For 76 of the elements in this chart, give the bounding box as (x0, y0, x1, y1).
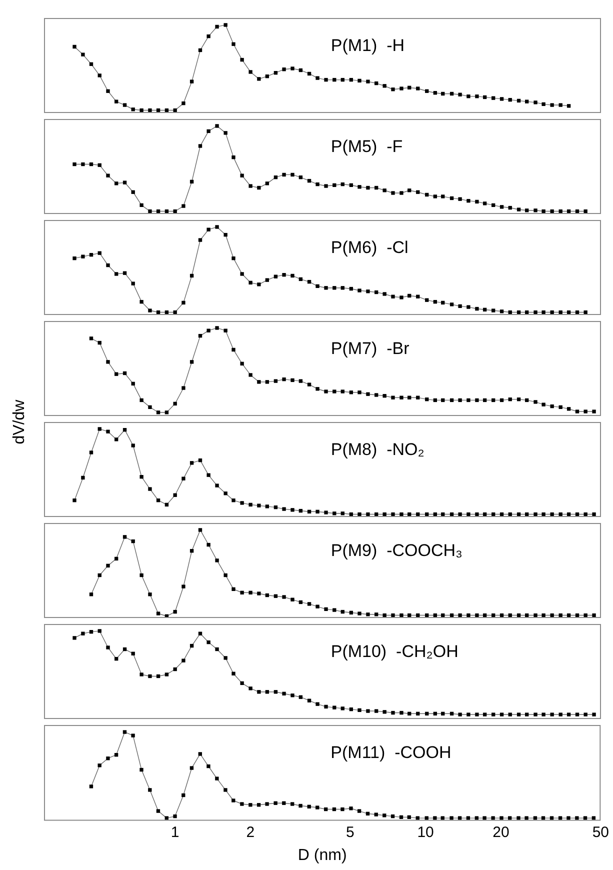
point (257, 77, 261, 81)
point (466, 94, 470, 98)
point (131, 108, 135, 112)
annotation: P(M11) -COOH (330, 743, 452, 762)
point (164, 108, 169, 112)
annotation: P(M5) -F (330, 136, 403, 156)
point (458, 92, 462, 96)
x-tick-label: 1 (170, 824, 180, 841)
point (148, 108, 152, 112)
point (156, 108, 160, 112)
x-tick-label: 5 (346, 824, 354, 841)
point (72, 44, 76, 49)
point (492, 96, 496, 100)
point (408, 86, 412, 90)
point (400, 86, 404, 90)
point (232, 42, 236, 46)
point (265, 74, 270, 78)
point (500, 97, 504, 101)
point (332, 78, 336, 82)
point (316, 76, 320, 80)
point (391, 88, 395, 92)
point (558, 103, 562, 107)
x-axis-title: D (nm) (298, 846, 347, 864)
x-tick-label: 10 (417, 824, 434, 841)
point (182, 101, 186, 106)
point (482, 95, 487, 100)
point (340, 78, 344, 82)
point (366, 80, 370, 84)
point (324, 78, 328, 82)
annotation: P(M9) -COOCH₃ (330, 540, 462, 560)
annotation: P(M1) -H (330, 36, 405, 55)
x-tick-label: 2 (246, 824, 255, 841)
point (240, 58, 244, 62)
point (307, 72, 312, 76)
point (198, 48, 202, 52)
point (89, 62, 94, 66)
point (382, 84, 386, 88)
point (224, 23, 228, 27)
point (358, 78, 362, 83)
annotation: P(M10) -CH₂OH (330, 642, 458, 661)
point (274, 70, 278, 75)
point (114, 100, 118, 104)
point (122, 103, 127, 107)
point (140, 108, 144, 112)
point (566, 104, 571, 108)
annotation: P(M8) -NO₂ (330, 440, 424, 459)
annotation: P(M7) -Br (330, 338, 410, 358)
point (215, 24, 219, 29)
point (441, 92, 445, 96)
point (475, 94, 479, 98)
point (282, 68, 286, 72)
point (106, 89, 110, 93)
point (349, 78, 354, 82)
point (248, 70, 252, 74)
point (425, 89, 429, 93)
point (190, 80, 194, 84)
point (81, 52, 85, 56)
point (550, 103, 554, 107)
point (98, 74, 102, 78)
point (173, 108, 177, 112)
x-tick-label: 20 (492, 824, 510, 841)
point (508, 98, 512, 102)
point (534, 100, 538, 104)
point (542, 102, 546, 106)
y-axis-title: dV/dw (11, 400, 29, 444)
point (450, 92, 454, 96)
point (206, 34, 210, 38)
point (298, 68, 303, 72)
point (433, 91, 437, 95)
point (516, 98, 521, 103)
point (524, 100, 529, 104)
point (374, 81, 378, 86)
annotation: P(M6) -Cl (330, 238, 408, 257)
x-tick-label: 50 (592, 824, 609, 841)
point (290, 66, 294, 70)
point (416, 86, 420, 90)
